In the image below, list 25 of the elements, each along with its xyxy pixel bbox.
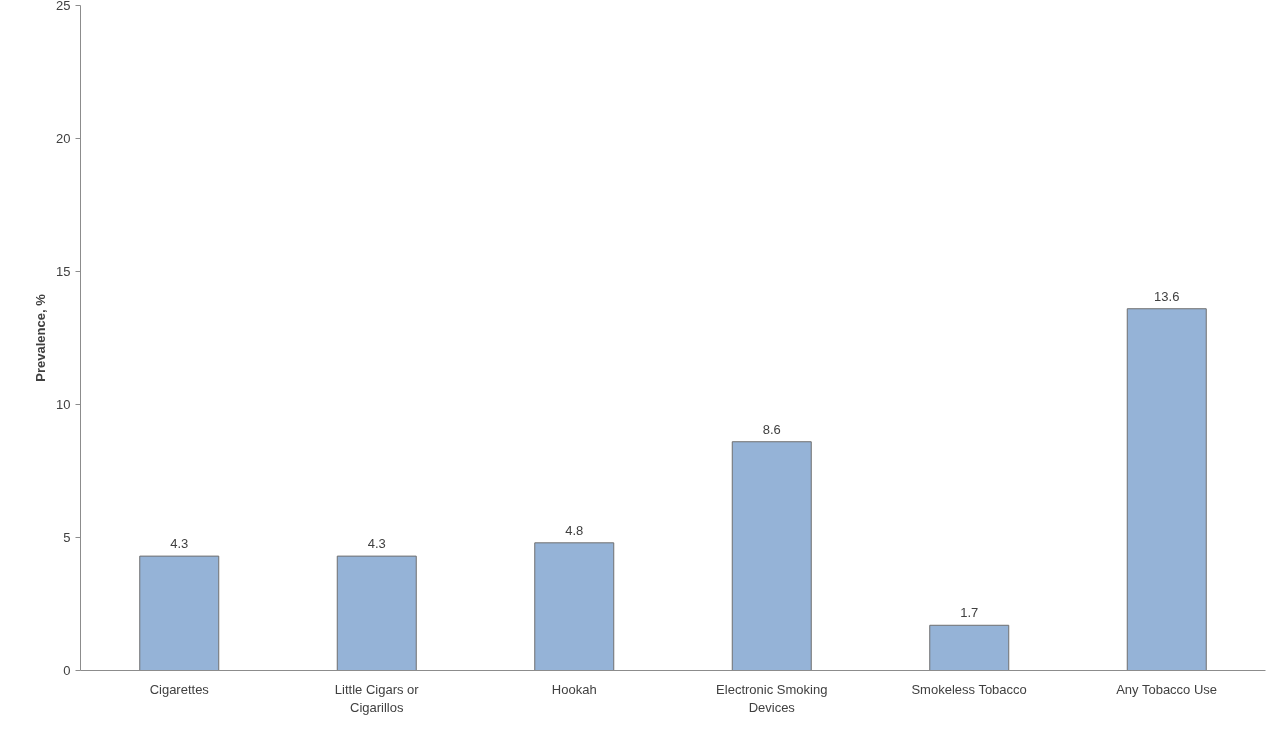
x-tick-label: Any Tobacco Use — [1116, 681, 1218, 697]
bar — [336, 555, 417, 671]
data-label: 4.3 — [170, 536, 189, 552]
y-tick-label: 10 — [56, 397, 71, 412]
bar — [139, 555, 220, 671]
y-tick-label: 15 — [56, 264, 71, 279]
data-label: 8.6 — [762, 421, 781, 437]
bar — [534, 542, 615, 671]
bar — [1126, 308, 1207, 671]
x-tick-label: Smokeless Tobacco — [911, 681, 1027, 697]
y-tick-label: 20 — [56, 131, 71, 146]
y-tick-label: 5 — [63, 530, 71, 545]
y-tick-label: 25 — [56, 0, 71, 13]
data-label: 13.6 — [1154, 288, 1180, 304]
data-label: 4.8 — [565, 522, 584, 538]
y-axis-title: Prevalence, % — [33, 293, 49, 382]
x-tick-label: Cigarettes — [149, 681, 210, 697]
x-tick-label: Hookah — [551, 681, 597, 697]
x-tick-label: Electronic Smoking Devices — [716, 681, 828, 715]
data-label: 4.3 — [367, 536, 386, 552]
bar — [731, 441, 812, 671]
bar — [929, 624, 1010, 671]
y-tick-label: 0 — [63, 663, 71, 678]
data-label: 1.7 — [960, 605, 979, 621]
x-tick-label: Little Cigars or Cigarillos — [334, 681, 420, 715]
